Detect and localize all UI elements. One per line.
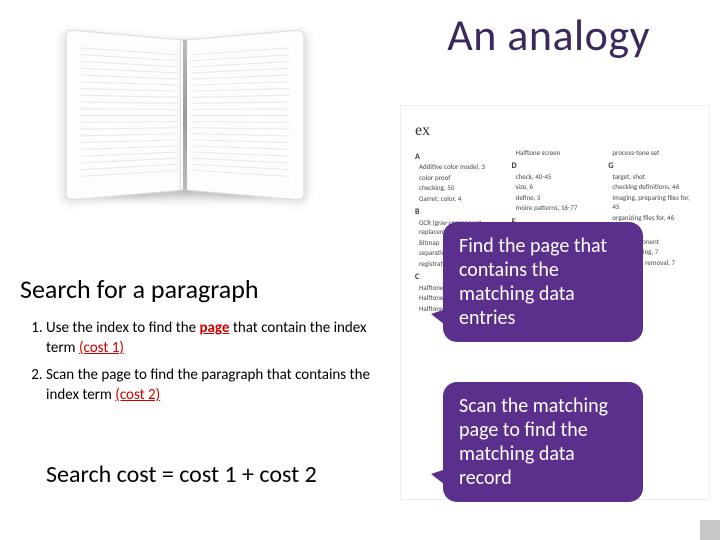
book-illustration [60,30,310,200]
step-1-cost: (cost 1) [79,339,124,357]
book-page-left [65,29,190,201]
step-1-page: page [199,319,229,337]
step-1-pre: Use the index to find the [46,319,199,337]
book-spine [183,40,187,190]
step-2-pre: Scan the page to find the paragraph that… [46,366,370,404]
callout-find-page: Find the page that contains the matching… [443,222,643,342]
footer-accent [700,520,720,540]
step-1: Use the index to find the page that cont… [46,318,382,359]
left-heading: Search for a paragraph [20,273,259,305]
steps-list: Use the index to find the page that cont… [22,318,382,411]
step-2: Scan the page to find the paragraph that… [46,365,382,406]
callout-scan-page: Scan the matching page to find the match… [443,382,643,502]
book-page-right [180,29,305,201]
slide-title: An analogy [447,8,650,62]
index-title: ex [415,120,695,142]
step-2-cost: (cost 2) [115,386,160,404]
slide: An analogy ex AAdditive color model, 3co… [0,0,720,540]
cost-equation: Search cost = cost 1 + cost 2 [46,460,317,489]
